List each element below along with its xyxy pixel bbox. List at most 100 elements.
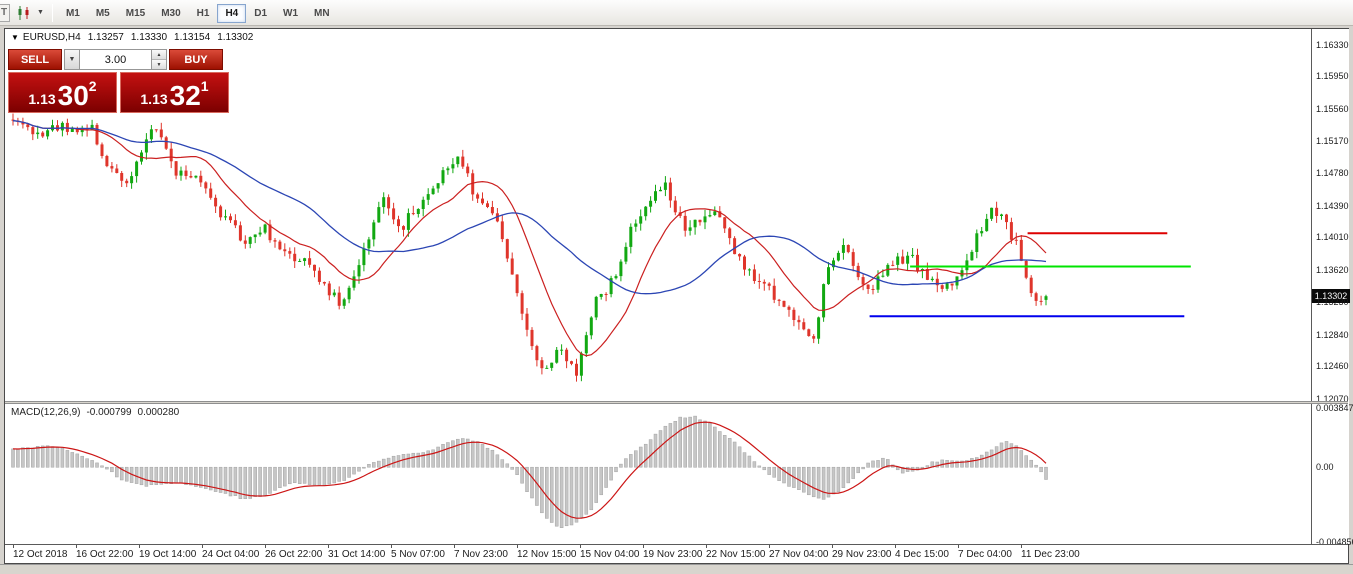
time-axis-tick — [832, 545, 833, 548]
time-axis-label: 26 Oct 22:00 — [265, 549, 323, 560]
buy-price-panel[interactable]: 1.13 32 1 — [120, 72, 229, 113]
time-axis-tick — [13, 545, 14, 548]
ohlc-open: 1.13257 — [87, 32, 124, 43]
price-axis-label: 1.13620 — [1316, 264, 1349, 275]
buy-price-prefix: 1.13 — [140, 91, 168, 107]
time-axis-tick — [265, 545, 266, 548]
price-axis-label: 1.15950 — [1316, 71, 1349, 82]
sell-price-panel[interactable]: 1.13 30 2 — [8, 72, 117, 113]
price-axis-label: 1.14390 — [1316, 200, 1349, 211]
volume-input[interactable] — [80, 49, 152, 70]
timeframe-button-h4[interactable]: H4 — [217, 3, 247, 23]
timeframe-toolbar: T ▼ M1 M5 M15 M30 H1 H4 D1 W1 MN — [0, 0, 1353, 26]
macd-axis-label: 0.00 — [1316, 462, 1334, 473]
timeframe-button-m1[interactable]: M1 — [58, 4, 88, 23]
time-axis-tick — [769, 545, 770, 548]
time-axis-tick — [76, 545, 77, 548]
price-axis[interactable]: 1.13302 1.16330 1.15950 1.15560 1.15170 1.14… — [1311, 29, 1353, 547]
macd-axis-label: -0.004856 — [1316, 536, 1353, 547]
ohlc-header: ▼ EURUSD,H4 1.13257 1.13330 1.13154 1.13… — [11, 32, 253, 43]
window-bottom-strip — [0, 564, 1353, 574]
buy-price-big: 32 — [169, 80, 201, 111]
price-axis-label: 1.14780 — [1316, 168, 1349, 179]
chart-type-dropdown-icon[interactable]: ▼ — [37, 9, 44, 16]
time-axis-tick — [391, 545, 392, 548]
time-axis-tick — [895, 545, 896, 548]
chart-type-icon[interactable] — [14, 3, 34, 23]
macd-signal-value: 0.000280 — [137, 407, 180, 418]
buy-button[interactable]: BUY — [169, 49, 223, 70]
time-axis-label: 12 Oct 2018 — [13, 549, 68, 560]
panel-divider[interactable] — [5, 401, 1348, 404]
macd-indicator[interactable] — [5, 404, 1311, 544]
timeframe-button-h1[interactable]: H1 — [189, 4, 218, 23]
price-axis-label: 1.15560 — [1316, 103, 1349, 114]
timeframe-button-mn[interactable]: MN — [306, 4, 338, 23]
price-axis-label: 1.12840 — [1316, 329, 1349, 340]
ohlc-low: 1.13154 — [174, 32, 211, 43]
price-axis-label: 1.16330 — [1316, 39, 1349, 50]
time-axis-label: 4 Dec 15:00 — [895, 549, 949, 560]
volume-spinner: ▲ ▼ — [152, 49, 167, 70]
cropped-toolbar-icon[interactable]: T — [0, 3, 10, 22]
symbol-marker-icon: ▼ — [11, 33, 19, 42]
time-axis-label: 7 Dec 04:00 — [958, 549, 1012, 560]
time-axis-label: 19 Oct 14:00 — [139, 549, 197, 560]
chart-window: ▼ EURUSD,H4 1.13257 1.13330 1.13154 1.13… — [4, 28, 1353, 564]
timeframe-button-m15[interactable]: M15 — [118, 4, 153, 23]
time-axis-tick — [139, 545, 140, 548]
time-axis-label: 5 Nov 07:00 — [391, 549, 445, 560]
timeframe-button-w1[interactable]: W1 — [275, 4, 306, 23]
one-click-trading-widget: SELL ▼ ▲ ▼ BUY 1.13 30 2 1 — [8, 49, 230, 113]
timeframe-button-m5[interactable]: M5 — [88, 4, 118, 23]
timeframe-buttons: M1 M5 M15 M30 H1 H4 D1 W1 MN — [58, 3, 338, 23]
price-axis-label: 1.12070 — [1316, 393, 1349, 404]
time-axis-tick — [454, 545, 455, 548]
time-axis-tick — [517, 545, 518, 548]
time-axis-tick — [706, 545, 707, 548]
time-axis-label: 15 Nov 04:00 — [580, 549, 640, 560]
volume-increase-button[interactable]: ▲ — [152, 50, 166, 59]
ohlc-close: 1.13302 — [217, 32, 254, 43]
price-axis-label: 1.14010 — [1316, 232, 1349, 243]
time-axis-label: 31 Oct 14:00 — [328, 549, 386, 560]
sell-price-sup: 2 — [88, 78, 97, 94]
sell-price-big: 30 — [57, 80, 89, 111]
time-axis-tick — [580, 545, 581, 548]
time-axis-tick — [328, 545, 329, 548]
buy-price-sup: 1 — [200, 78, 209, 94]
price-axis-label: 1.15170 — [1316, 136, 1349, 147]
sell-price-prefix: 1.13 — [28, 91, 56, 107]
time-axis-tick — [202, 545, 203, 548]
macd-main-value: -0.000799 — [86, 407, 132, 418]
time-axis[interactable]: 12 Oct 2018 16 Oct 22:00 19 Oct 14:00 24 Oc… — [5, 544, 1348, 563]
time-axis-label: 12 Nov 15:00 — [517, 549, 577, 560]
macd-label: MACD(12,26,9) -0.000799 0.000280 — [11, 407, 179, 418]
sell-button[interactable]: SELL — [8, 49, 62, 70]
volume-control: ▼ ▲ ▼ — [64, 49, 167, 70]
price-chart[interactable] — [5, 29, 1311, 401]
time-axis-tick — [643, 545, 644, 548]
symbol-timeframe: EURUSD,H4 — [22, 32, 81, 43]
time-axis-label: 19 Nov 23:00 — [643, 549, 703, 560]
timeframe-button-m30[interactable]: M30 — [153, 4, 188, 23]
time-axis-label: 29 Nov 23:00 — [832, 549, 892, 560]
time-axis-tick — [958, 545, 959, 548]
macd-axis-label: 0.003847 — [1316, 403, 1353, 414]
price-axis-label: 1.13230 — [1316, 297, 1349, 308]
ohlc-high: 1.13330 — [130, 32, 168, 43]
time-axis-label: 16 Oct 22:00 — [76, 549, 134, 560]
price-axis-label: 1.12460 — [1316, 361, 1349, 372]
timeframe-button-d1[interactable]: D1 — [246, 4, 275, 23]
current-price-tag: 1.13302 — [1312, 289, 1350, 304]
volume-decrease-button[interactable]: ▼ — [152, 59, 166, 69]
time-axis-label: 22 Nov 15:00 — [706, 549, 766, 560]
time-axis-label: 7 Nov 23:00 — [454, 549, 508, 560]
time-axis-label: 24 Oct 04:00 — [202, 549, 260, 560]
time-axis-label: 11 Dec 23:00 — [1021, 549, 1080, 560]
time-axis-tick — [1021, 545, 1022, 548]
toolbar-separator — [51, 3, 53, 22]
macd-name: MACD(12,26,9) — [11, 407, 81, 418]
time-axis-label: 27 Nov 04:00 — [769, 549, 829, 560]
volume-dropdown-icon[interactable]: ▼ — [64, 49, 80, 70]
